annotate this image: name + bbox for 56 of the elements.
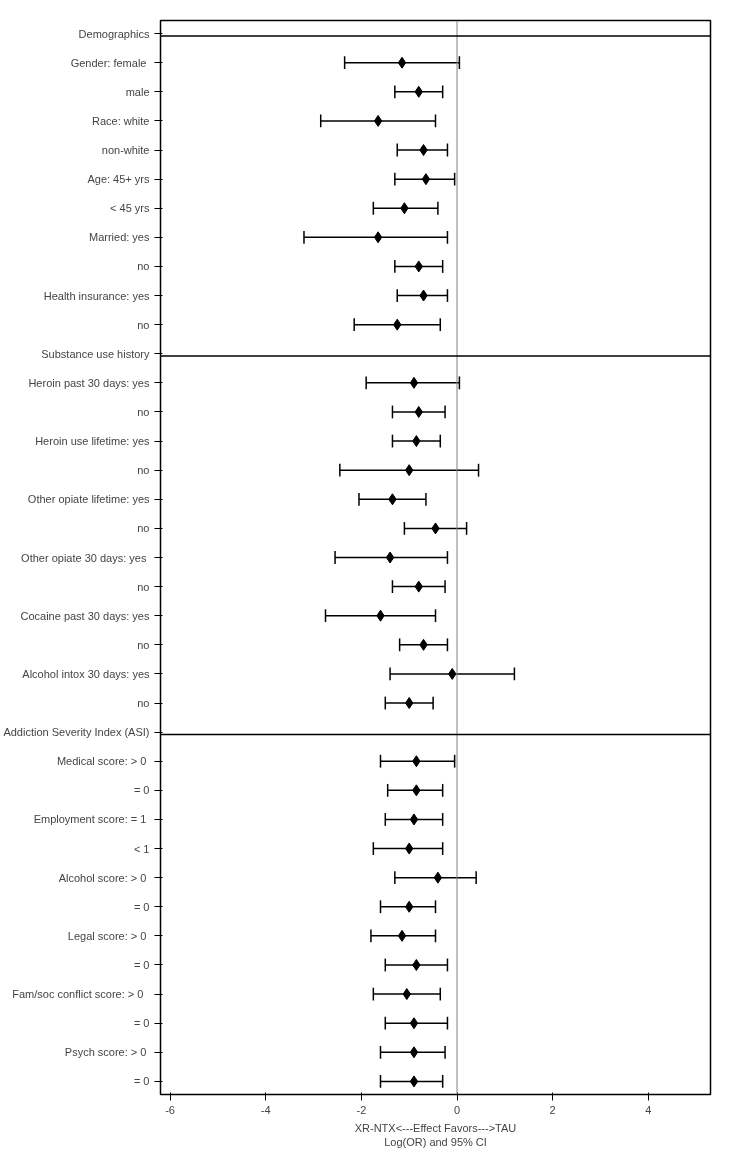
y-tick-label: no bbox=[137, 580, 150, 593]
y-tick-label: Fam/soc conflict score: > 0 bbox=[12, 988, 144, 1001]
point bbox=[373, 114, 383, 127]
x-tick-label: 0 bbox=[453, 1103, 461, 1116]
y-tick-label: Demographics bbox=[78, 27, 150, 40]
point bbox=[373, 231, 383, 244]
y-tick-label: Psych score: > 0 bbox=[64, 1046, 147, 1059]
y-tick-label: no bbox=[137, 464, 150, 477]
y-tick-label: = 0 bbox=[133, 1075, 150, 1088]
y-tick-label: = 0 bbox=[133, 900, 150, 913]
y-tick-label: Race: white bbox=[92, 114, 150, 127]
point bbox=[433, 871, 443, 884]
y-tick-label: Employment score: = 1 bbox=[33, 813, 147, 826]
point bbox=[409, 1017, 419, 1030]
y-tick-label: Heroin use lifetime: yes bbox=[35, 435, 150, 448]
y-tick-label: no bbox=[137, 318, 150, 331]
y-tick-label: Age: 45+ yrs bbox=[87, 173, 150, 186]
point bbox=[409, 376, 419, 389]
y-tick-label: Addiction Severity Index (ASI) bbox=[3, 726, 150, 739]
y-tick-label: < 1 bbox=[133, 842, 150, 855]
point bbox=[421, 173, 431, 186]
point bbox=[397, 929, 407, 942]
point bbox=[385, 551, 395, 564]
y-tick-label: < 45 yrs bbox=[110, 202, 150, 215]
y-tick-label: Gender: female bbox=[70, 56, 147, 69]
point bbox=[397, 56, 407, 69]
y-tick-label: no bbox=[137, 522, 150, 535]
point bbox=[409, 1046, 419, 1059]
y-tick-label: Heroin past 30 days: yes bbox=[28, 376, 150, 389]
y-tick-label: no bbox=[137, 697, 150, 710]
y-tick-label: male bbox=[125, 85, 150, 98]
y-tick-label: = 0 bbox=[133, 1017, 150, 1030]
y-tick-label: Other opiate 30 days: yes bbox=[21, 551, 147, 564]
x-tick-label: -2 bbox=[356, 1103, 367, 1116]
y-tick-label: Other opiate lifetime: yes bbox=[27, 493, 150, 506]
y-tick-label: Substance use history bbox=[41, 347, 150, 360]
y-tick-label: = 0 bbox=[133, 784, 150, 797]
y-tick-label: Alcohol score: > 0 bbox=[58, 871, 147, 884]
x-tick-label: 4 bbox=[645, 1103, 652, 1116]
y-tick-label: Alcohol intox 30 days: yes bbox=[22, 667, 150, 680]
y-tick-label: Married: yes bbox=[88, 231, 150, 244]
y-tick-label: non-white bbox=[101, 144, 150, 157]
y-tick-label: Cocaine past 30 days: yes bbox=[20, 609, 150, 622]
x-tick-label: 2 bbox=[549, 1103, 556, 1116]
x-axis-title: XR-NTX<---Effect Favors--->TAU Log(OR) and 95% CI bbox=[354, 1121, 517, 1148]
y-tick-label: Legal score: > 0 bbox=[67, 929, 147, 942]
x-tick-label: -4 bbox=[260, 1103, 271, 1116]
y-tick-label: Medical score: > 0 bbox=[56, 755, 147, 768]
y-tick-label: Health insurance: yes bbox=[43, 289, 150, 302]
y-tick-label: = 0 bbox=[133, 958, 150, 971]
y-tick-label: no bbox=[137, 405, 150, 418]
x-tick-label: -6 bbox=[165, 1103, 175, 1116]
y-tick-label: no bbox=[137, 260, 150, 273]
point bbox=[409, 1075, 419, 1088]
point bbox=[409, 813, 419, 826]
y-tick-label: no bbox=[137, 638, 150, 651]
